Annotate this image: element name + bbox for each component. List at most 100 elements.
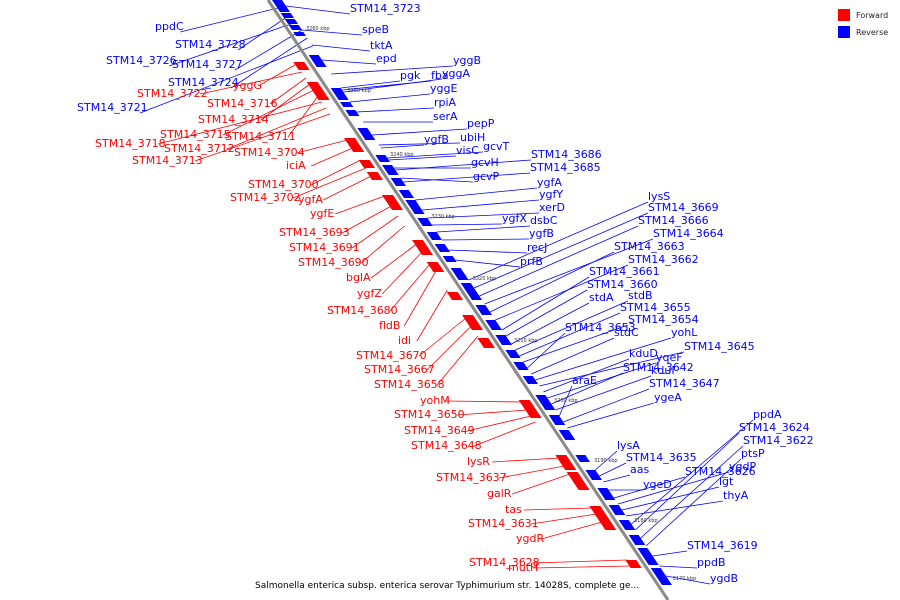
gene-label-rpia: rpiA — [434, 96, 457, 109]
connector-dsbc-24 — [436, 225, 531, 233]
gene-label-lysa: lysA — [617, 439, 640, 452]
gene-label-recj: recJ — [527, 241, 547, 254]
gene-label-ygfe: ygfE — [310, 207, 334, 220]
reverse-gene-30 — [575, 455, 590, 462]
connector-icia-10 — [311, 147, 353, 167]
connector-stda-36 — [511, 302, 590, 345]
genome-backbone — [266, 0, 670, 600]
gene-label-stm14-3654: STM14_3654 — [628, 313, 699, 326]
gene-label-stm14-3727: STM14_3727 — [172, 58, 243, 71]
gene-label-stm14-3728: STM14_3728 — [175, 38, 246, 51]
forward-gene-3 — [358, 160, 375, 168]
connector-epd-3 — [321, 59, 377, 65]
reverse-gene-0 — [272, 0, 290, 12]
connector-aas-53 — [603, 474, 631, 483]
gene-label-ppdb: ppdB — [697, 556, 726, 569]
gene-label-sera: serA — [433, 110, 458, 123]
connector-pepp-11 — [371, 128, 468, 136]
gene-label-stdb: stdB — [628, 289, 653, 302]
reverse-gene-2 — [284, 19, 298, 24]
gene-label-stm14-3669: STM14_3669 — [648, 201, 719, 214]
reverse-gene-29 — [558, 430, 576, 440]
gene-label-stm14-3647: STM14_3647 — [649, 377, 720, 390]
tick-label-3: 3230 kbp — [431, 214, 455, 220]
forward-gene-11 — [518, 400, 542, 418]
gene-label-stm14-3624: STM14_3624 — [739, 421, 810, 434]
connector-thya-58 — [625, 500, 724, 517]
gene-label-ppdc: ppdC — [155, 20, 184, 33]
connector-stm14-3667-24 — [426, 325, 472, 371]
connector-lgt-57 — [621, 486, 720, 511]
connector-prfb-27 — [455, 259, 521, 268]
connector-ppdb-64 — [659, 565, 698, 569]
gene-label-yqef: yqeF — [656, 351, 683, 364]
gene-label-xerd: xerD — [539, 201, 565, 214]
reverse-gene-4 — [293, 32, 306, 36]
connector-stm14-3635-52 — [599, 462, 627, 477]
connector-stm14-3619-63 — [652, 550, 688, 557]
connector-ygfx-23 — [431, 223, 503, 226]
gene-label-ygfx: ygfX — [502, 212, 527, 225]
connector-yggg-0 — [258, 63, 297, 87]
gene-label-stm14-3664: STM14_3664 — [653, 227, 724, 240]
reverse-gene-18 — [442, 256, 457, 262]
gene-label-stda: stdA — [589, 291, 614, 304]
gene-label-stm14-3663: STM14_3663 — [614, 240, 685, 253]
gene-label-ygfa: ygfA — [298, 193, 323, 206]
gene-label-fba: fba — [431, 69, 449, 82]
connector-stm14-3715-4 — [222, 89, 315, 136]
connector-lyss-28 — [468, 201, 649, 281]
reverse-gene-25 — [513, 362, 529, 370]
connector-yohm-26 — [445, 400, 523, 403]
forward-gene-7 — [426, 262, 445, 272]
gene-label-arae: araE — [572, 374, 597, 387]
connector-stm14-3650-27 — [456, 409, 528, 416]
reverse-gene-24 — [505, 350, 521, 358]
connector-stm14-3669-29 — [473, 212, 649, 289]
connector-stm14-3645-43 — [539, 351, 685, 387]
connector-kdui-47 — [555, 375, 652, 411]
connector-ygga-7 — [343, 78, 443, 93]
reverse-gene-21 — [475, 305, 492, 315]
connector-ppda-59 — [631, 419, 754, 525]
tick-label-0: 3260 kbp — [306, 26, 330, 32]
gene-label-lyss: lysS — [648, 190, 670, 203]
gene-label-stm14-3662: STM14_3662 — [628, 253, 699, 266]
legend-reverse-label: Reverse — [856, 28, 888, 37]
connector-stm14-3713-8 — [194, 113, 331, 162]
gene-label-stm14-3648: STM14_3648 — [411, 439, 482, 452]
connector-ygdr-35 — [541, 521, 603, 540]
connector-arae-48 — [558, 385, 573, 417]
forward-gene-6 — [412, 240, 433, 255]
gene-label-stm14-3628: STM14_3628 — [469, 556, 540, 569]
gene-label-stm14-3650: STM14_3650 — [394, 408, 465, 421]
gene-label-ygfb: ygfB — [529, 227, 554, 240]
reverse-gene-36 — [637, 548, 659, 565]
gene-label-ygga: yggA — [442, 67, 470, 80]
connector-idi-22 — [416, 289, 448, 342]
gene-label-stm14-3667: STM14_3667 — [364, 363, 435, 376]
legend: Forward Reverse — [838, 9, 888, 38]
gene-label-gcvp: gcvP — [473, 170, 500, 183]
gene-label-yohm: yohM — [420, 394, 450, 407]
reverse-gene-11 — [382, 165, 399, 175]
reverse-gene-27 — [535, 395, 556, 410]
connector-tas-33 — [523, 507, 593, 511]
connector-ubih-12 — [378, 142, 461, 146]
connector-pgk-5 — [340, 80, 401, 89]
connector-stm14-3658-25 — [436, 335, 479, 386]
reverse-gene-37 — [650, 568, 672, 585]
gene-label-stm14-3635: STM14_3635 — [626, 451, 697, 464]
gene-label-lgt: lgt — [719, 475, 734, 488]
connector-bgla-18 — [370, 243, 417, 279]
gene-label-stm14-3619: STM14_3619 — [687, 539, 758, 552]
legend-forward-label: Forward — [856, 11, 888, 20]
gene-label-dsbc: dsbC — [530, 214, 558, 227]
connector-stm14-3712-7 — [226, 107, 327, 150]
gene-label-yggg: yggG — [233, 79, 262, 92]
connector-yggb-4 — [331, 65, 454, 75]
connector-stm14-3693-15 — [341, 205, 392, 234]
gene-label-stm14-3704: STM14_3704 — [234, 146, 305, 159]
gene-label-stm14-3670: STM14_3670 — [356, 349, 427, 362]
